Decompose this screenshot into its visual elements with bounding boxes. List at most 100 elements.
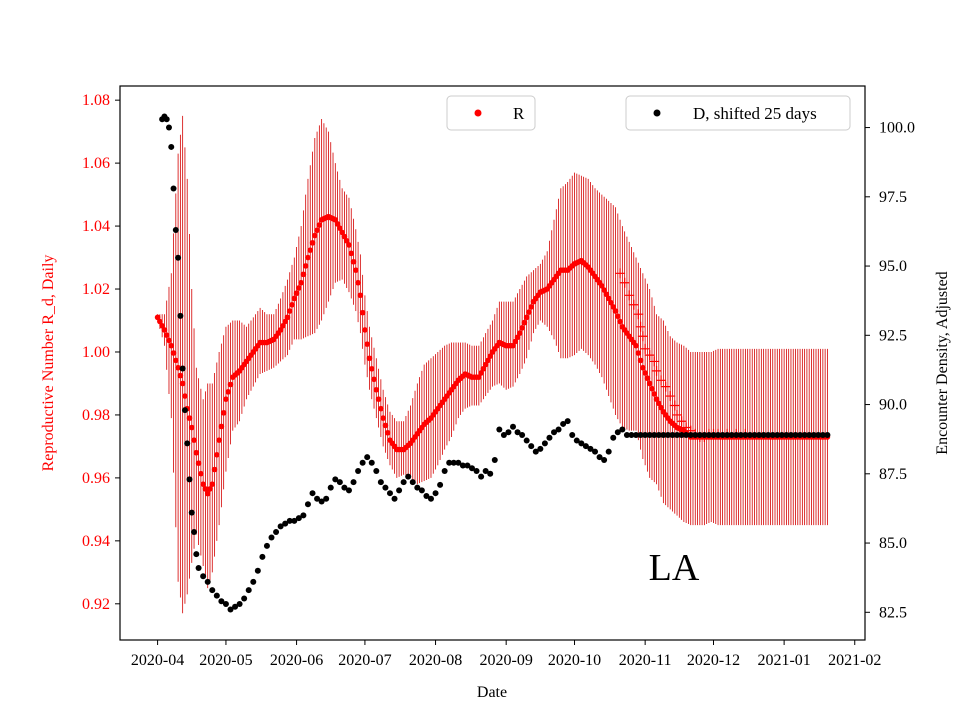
d-point — [245, 587, 252, 594]
d-point — [400, 479, 407, 486]
d-point — [783, 432, 790, 439]
d-point — [314, 495, 321, 502]
d-point — [573, 437, 580, 444]
d-point — [232, 603, 239, 610]
r-point — [177, 372, 184, 379]
r-point — [521, 319, 528, 326]
d-point — [496, 426, 503, 433]
d-point — [291, 517, 298, 524]
r-point — [346, 242, 352, 248]
r-point — [517, 330, 523, 336]
left-axis-title: Reproductive Number R_d, Daily — [40, 255, 57, 472]
r-point — [350, 258, 357, 265]
d-point — [605, 448, 612, 455]
r-point — [384, 429, 391, 436]
r-point — [305, 254, 311, 261]
r-plus-point — [633, 309, 644, 320]
r-point — [523, 314, 530, 321]
d-point — [309, 490, 316, 497]
d-point — [797, 432, 804, 439]
d-point — [300, 512, 307, 519]
d-point — [578, 440, 585, 447]
d-point — [455, 459, 462, 466]
r-plus-point — [644, 350, 655, 361]
d-point — [614, 429, 621, 436]
d-point — [642, 432, 649, 439]
r-point — [642, 370, 648, 376]
r-point — [476, 374, 482, 380]
d-point — [769, 432, 776, 439]
d-point — [528, 443, 535, 450]
r-plus-point — [640, 343, 651, 354]
r-point — [478, 370, 484, 376]
r-point — [651, 391, 658, 397]
left-tick-label: 1.02 — [82, 281, 110, 298]
right-tick-label: 92.5 — [879, 327, 907, 344]
d-point — [637, 432, 644, 439]
r-point — [640, 364, 646, 371]
r-point — [649, 385, 655, 392]
r-point — [311, 232, 318, 239]
x-tick-label: 2020-09 — [480, 652, 533, 669]
d-point — [368, 459, 375, 466]
r-point — [170, 350, 177, 356]
d-point — [450, 459, 457, 466]
right-axis-ticks: 82.5 85.0 87.5 90.0 92.5 95.0 97.5 100.0 — [865, 120, 915, 621]
legend-r-box — [446, 95, 536, 131]
r-point — [188, 424, 195, 431]
d-point — [523, 437, 530, 444]
r-point — [204, 490, 211, 497]
r-point — [293, 290, 300, 297]
d-point — [596, 454, 603, 461]
d-point — [569, 432, 576, 439]
x-tick-label: 2020-08 — [409, 652, 462, 669]
r-point — [223, 396, 229, 402]
d-point — [756, 432, 763, 439]
d-point — [304, 501, 311, 508]
r-point — [480, 365, 487, 372]
r-point — [528, 304, 535, 310]
r-point — [378, 405, 384, 412]
d-point — [810, 432, 817, 439]
d-point — [341, 484, 348, 491]
d-point — [286, 517, 293, 524]
x-tick-label: 2020-06 — [270, 652, 323, 669]
r-point — [307, 247, 314, 254]
d-point — [806, 432, 813, 439]
d-point — [669, 432, 676, 439]
right-tick-label: 90.0 — [879, 397, 907, 414]
r-point — [289, 301, 295, 308]
r-point — [599, 283, 605, 289]
r-point — [291, 295, 298, 302]
r-plus-point — [660, 381, 671, 392]
x-tick-label: 2021-02 — [828, 652, 881, 669]
r-plus-point — [665, 391, 676, 402]
d-point — [646, 432, 653, 439]
d-point — [168, 143, 175, 150]
d-point — [382, 484, 389, 491]
r-point — [605, 295, 612, 302]
left-tick-label: 0.94 — [82, 533, 110, 550]
legend-d: D, shifted 25 days — [625, 95, 851, 131]
d-point — [437, 481, 444, 488]
d-point — [377, 479, 384, 486]
r-point — [512, 338, 519, 345]
r-plus-point — [637, 331, 648, 342]
d-point — [359, 459, 366, 466]
d-point — [765, 432, 772, 439]
d-point — [391, 495, 398, 502]
d-point — [787, 432, 794, 439]
r-point — [316, 222, 323, 228]
d-point — [409, 479, 416, 486]
d-point — [259, 553, 266, 560]
d-point — [623, 432, 630, 439]
d-point — [724, 432, 731, 439]
d-point — [551, 429, 558, 436]
d-point — [446, 459, 453, 466]
d-point — [792, 432, 799, 439]
left-tick-label: 1.08 — [82, 92, 110, 109]
x-tick-label: 2020-10 — [548, 652, 601, 669]
d-point — [241, 595, 248, 602]
d-point — [323, 495, 330, 502]
r-plus-point — [669, 400, 680, 411]
